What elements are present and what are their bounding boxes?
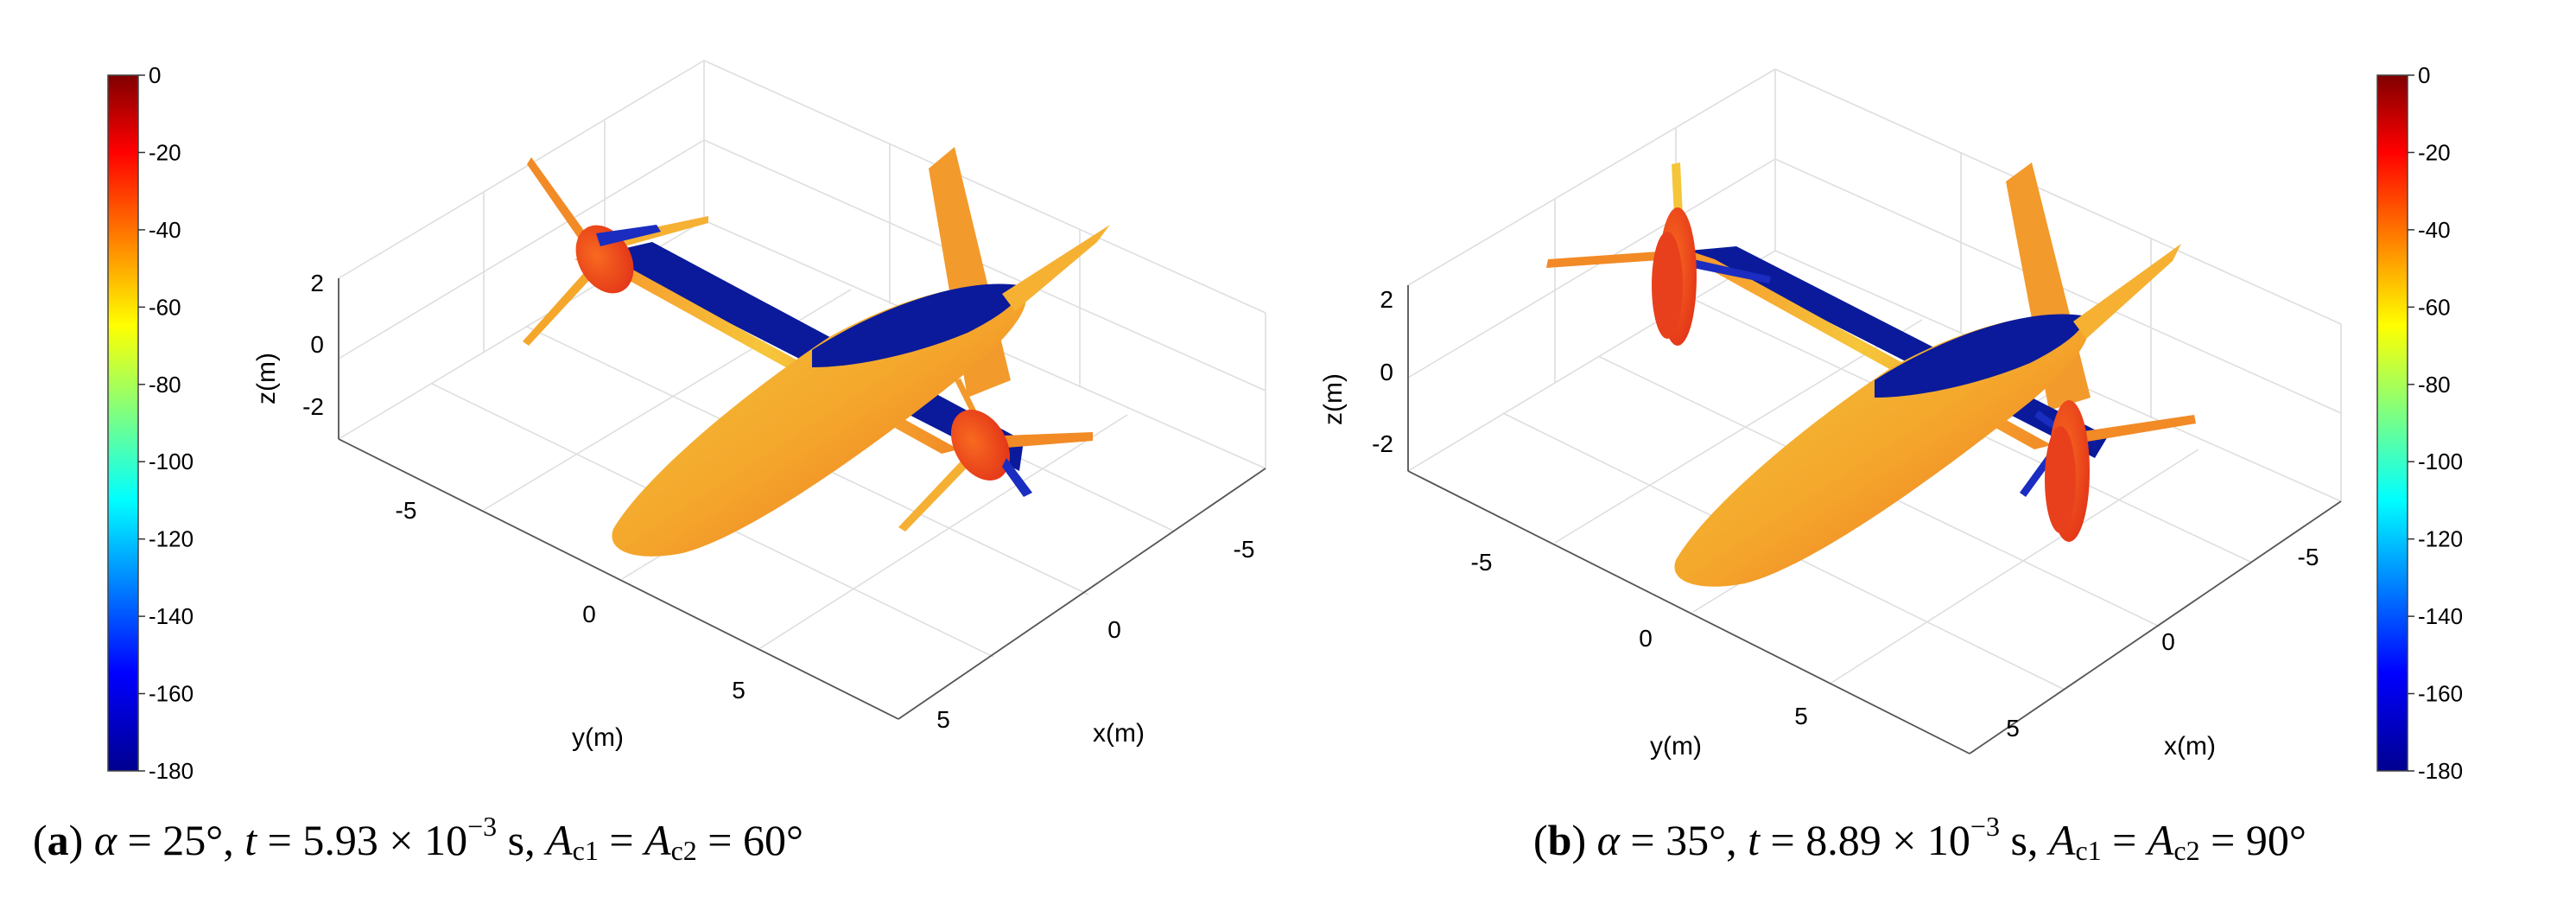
fuselage-top-a xyxy=(812,283,1022,367)
axis-lines-b xyxy=(1407,285,2342,754)
caption-b-ac-sym-2: A xyxy=(2147,816,2174,864)
y-axis-label-b: y(m) xyxy=(1650,732,1702,761)
caption-b: (b) α = 35°, t = 8.89 × 10−3 s, Ac1 = Ac… xyxy=(1533,811,2306,866)
colorbar-tick-label: -100 xyxy=(2418,449,2463,474)
caption-a-t: 5.93 × 10 xyxy=(302,816,468,864)
colorbar-tick-label: -40 xyxy=(149,217,181,243)
caption-a-label: a xyxy=(47,816,69,864)
tail-boom-b xyxy=(2073,244,2181,339)
aircraft-b xyxy=(1546,162,2196,587)
x-tick-b-2: 5 xyxy=(2006,715,2020,742)
z-tick-b-0: 2 xyxy=(1380,286,1393,313)
colorbar-tick-label: -40 xyxy=(2418,217,2451,243)
colorbar-tick-label: -60 xyxy=(2418,294,2451,320)
colorbar-tick-label: -180 xyxy=(149,758,194,784)
caption-b-t-sym: t xyxy=(1748,816,1760,864)
caption-a-ac-sym-2: A xyxy=(644,816,671,864)
colorbar-tick-label: -20 xyxy=(149,139,181,165)
panel-a: 0-20-40-60-80-100-120-140-160-180 xyxy=(107,60,1266,784)
caption-a-t-sym: t xyxy=(244,816,257,864)
caption-b-t: 8.89 × 10 xyxy=(1805,816,1970,864)
colorbar-tick-label: -80 xyxy=(2418,372,2451,398)
caption-b-ac: 90° xyxy=(2245,816,2306,864)
z-tick-a-1: 0 xyxy=(310,331,324,358)
fuselage-b xyxy=(1674,315,2089,587)
z-tick-a-2: -2 xyxy=(302,393,324,420)
y-tick-a-0: -5 xyxy=(396,497,417,524)
caption-b-ac-sym-1: A xyxy=(2048,816,2076,864)
colorbar-b-ticks: 0 -20 -40 -60 -80 -100 -120 -140 -160 -180 xyxy=(2408,62,2463,784)
colorbar-tick-label: -140 xyxy=(2418,603,2463,629)
caption-a-t-exp: −3 xyxy=(467,811,498,842)
caption-a-t-unit: s xyxy=(507,816,525,864)
colorbar-tick-label: 0 xyxy=(149,62,161,88)
colorbar-tick-label: -180 xyxy=(2418,758,2463,784)
colorbar-a-ticks: 0 -20 -40 -60 -80 -100 -120 -140 -160 -180 xyxy=(138,62,194,784)
x-tick-a-2: 5 xyxy=(936,706,950,733)
aircraft-a xyxy=(523,147,1110,557)
x-tick-b-0: -5 xyxy=(2298,544,2319,570)
z-tick-b-2: -2 xyxy=(1372,430,1393,457)
caption-b-t-unit: s xyxy=(2010,816,2027,864)
caption-a-ac2: c2 xyxy=(670,835,697,866)
fuselage-a xyxy=(612,285,1026,557)
fuselage-top-b xyxy=(1875,314,2084,398)
caption-b-alpha-sym: α xyxy=(1596,816,1620,864)
y-tick-b-1: 0 xyxy=(1639,625,1653,652)
caption-a: (a) α = 25°, t = 5.93 × 10−3 s, Ac1 = Ac… xyxy=(33,811,803,866)
rotor-right-a xyxy=(898,379,1093,532)
z-tick-b-1: 0 xyxy=(1380,359,1393,385)
colorbar-tick-label: -80 xyxy=(149,372,181,398)
panel-b: 0-20-40-60-80-100-120-140-160-180 xyxy=(1319,62,2463,784)
tail-boom-a xyxy=(1002,225,1110,311)
z-axis-label-b: z(m) xyxy=(1319,373,1348,425)
colorbar-tick-label: -120 xyxy=(2418,526,2463,552)
colorbar-b xyxy=(2376,74,2408,772)
rotor-right-b xyxy=(2020,400,2196,542)
y-tick-b-2: 5 xyxy=(1794,703,1808,729)
caption-a-alpha-sym: α xyxy=(93,816,117,864)
colorbar-tick-label: -60 xyxy=(149,294,181,320)
colorbar-tick-label: -160 xyxy=(149,681,194,707)
caption-a-alpha: 25° xyxy=(162,816,224,864)
x-tick-b-1: 0 xyxy=(2161,628,2175,655)
x-axis-label-b: x(m) xyxy=(2164,732,2216,761)
colorbar-a xyxy=(107,74,139,772)
x-tick-a-1: 0 xyxy=(1107,616,1121,643)
colorbar-tick-label: 0 xyxy=(2418,62,2430,88)
caption-a-ac-sym-1: A xyxy=(546,816,573,864)
caption-a-ac: 60° xyxy=(743,816,803,864)
caption-b-t-exp: −3 xyxy=(1970,811,2000,842)
caption-b-ac1: c1 xyxy=(2075,835,2102,866)
x-tick-a-0: -5 xyxy=(1234,536,1255,563)
colorbar-tick-label: -140 xyxy=(149,603,194,629)
x-axis-label-a: x(m) xyxy=(1093,719,1145,748)
z-tick-a-0: 2 xyxy=(310,270,324,296)
y-tick-a-1: 0 xyxy=(582,601,596,627)
colorbar-tick-label: -100 xyxy=(149,449,194,474)
colorbar-tick-label: -120 xyxy=(149,526,194,552)
caption-b-alpha: 35° xyxy=(1666,816,1727,864)
caption-b-ac2: c2 xyxy=(2173,835,2200,866)
caption-b-label: b xyxy=(1547,816,1572,864)
colorbar-tick-label: -20 xyxy=(2418,139,2451,165)
z-axis-label-a: z(m) xyxy=(252,353,281,404)
y-tick-b-0: -5 xyxy=(1471,549,1493,576)
axis-lines-a xyxy=(338,278,1266,720)
rotor-left-b xyxy=(1546,162,1771,346)
caption-a-ac1: c1 xyxy=(572,835,599,866)
y-tick-a-2: 5 xyxy=(732,677,746,703)
colorbar-tick-label: -160 xyxy=(2418,681,2463,707)
y-axis-label-a: y(m) xyxy=(572,723,624,752)
rotor-left-a xyxy=(523,157,708,346)
